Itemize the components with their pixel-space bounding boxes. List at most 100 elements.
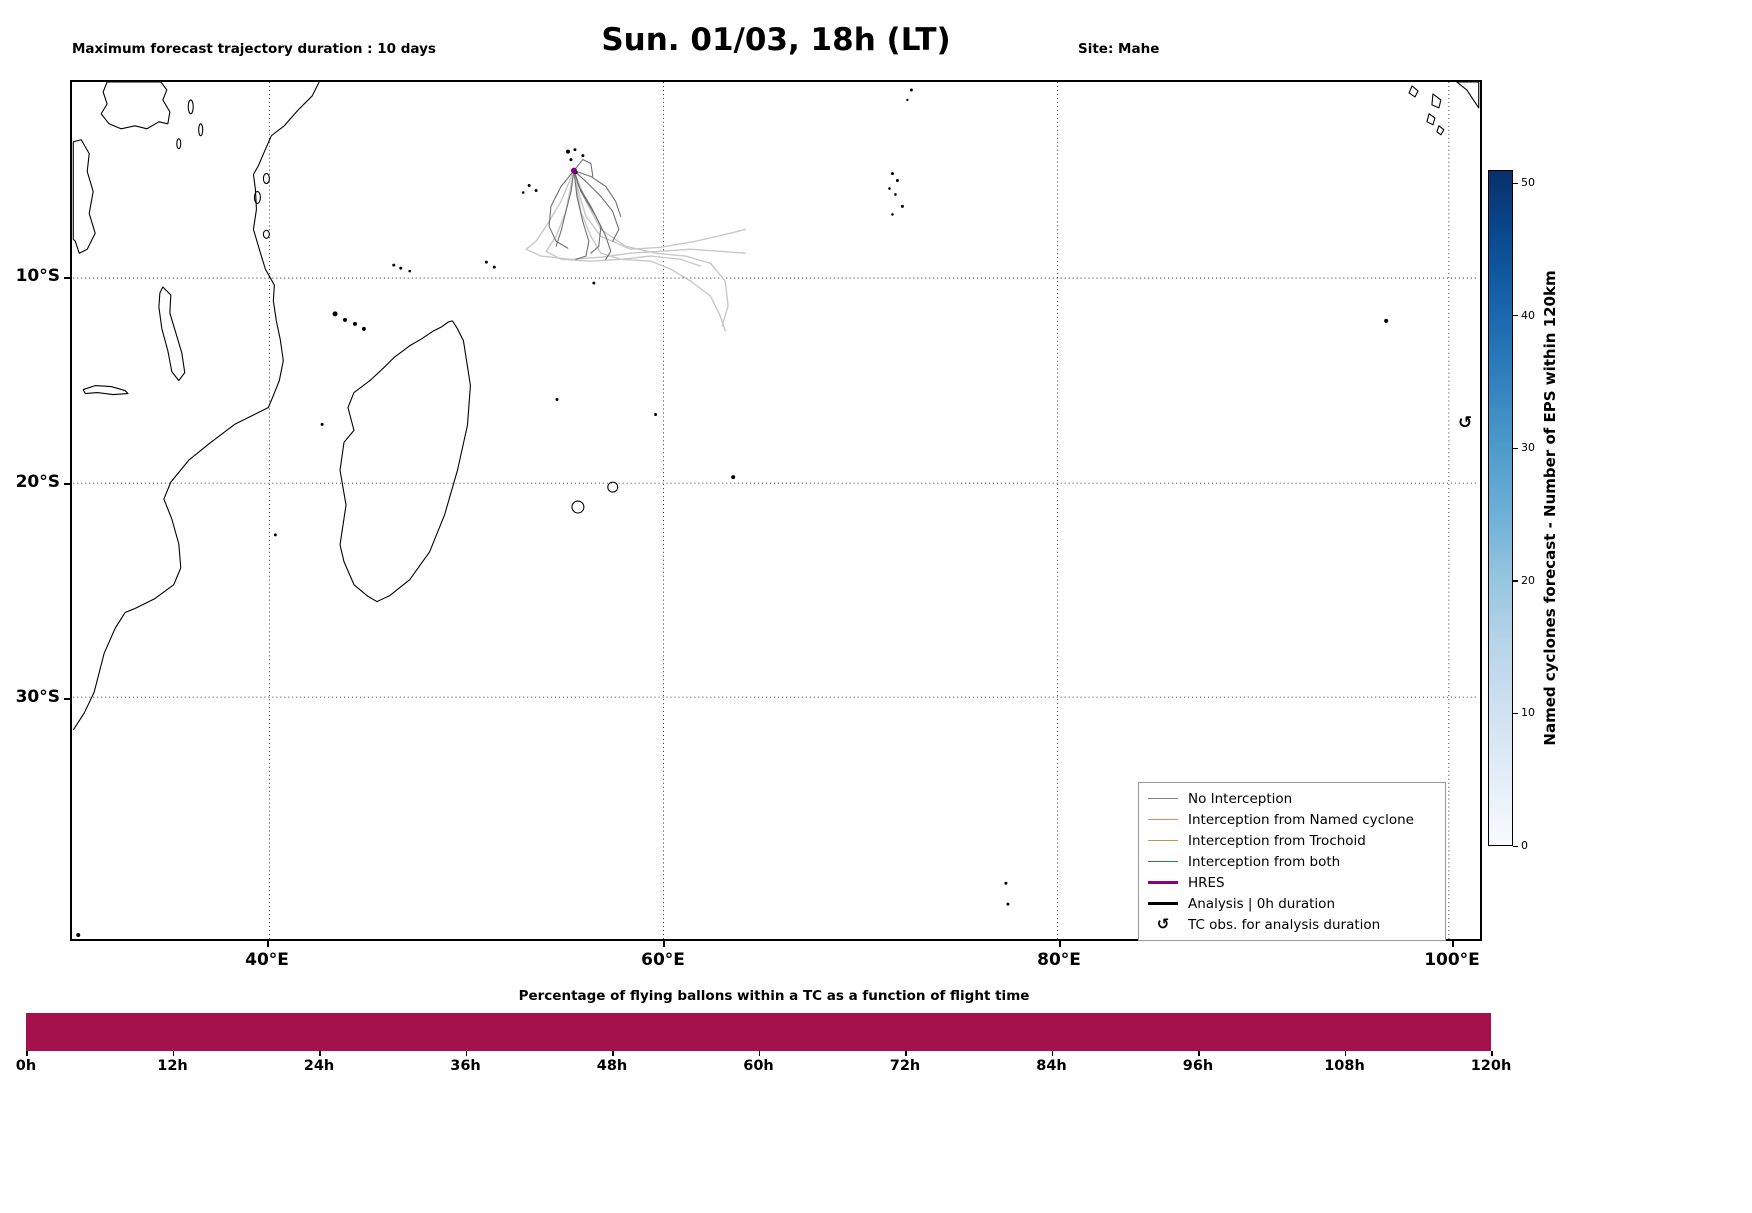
time-tick-mark	[905, 1051, 907, 1056]
island-mayotte	[361, 326, 366, 331]
trajectory-line	[573, 169, 746, 250]
time-tick-label: 24h	[303, 1058, 335, 1074]
trajectory-line	[573, 170, 622, 217]
island-st-brandon	[654, 412, 658, 416]
island-amsterdam	[1004, 881, 1008, 885]
trajectory-line	[555, 170, 575, 247]
legend-line-sample	[1148, 880, 1178, 885]
coastlines	[72, 82, 1480, 731]
legend-item: Interception from Named cyclone	[1145, 809, 1439, 830]
colorbar-tick-mark	[1513, 580, 1518, 582]
time-tick-mark	[1491, 1051, 1493, 1056]
meta-line-site: Site: Mahe	[1078, 41, 1160, 57]
tc-percentage-strip	[26, 1013, 1491, 1051]
lake-cahora-bassa	[82, 385, 129, 396]
legend-sample	[1145, 901, 1181, 906]
legend-item: Analysis | 0h duration	[1145, 893, 1439, 914]
legend-item: ↺ TC obs. for analysis duration	[1145, 914, 1439, 935]
legend-sample	[1145, 860, 1181, 863]
colorbar-tick-mark	[1513, 447, 1518, 450]
x-tick-mark	[1059, 941, 1061, 947]
y-tick-label: 20°S	[15, 472, 60, 492]
island-agalega	[592, 281, 596, 285]
time-tick-label: 12h	[157, 1058, 188, 1074]
island-chagos-5	[900, 204, 904, 208]
island-juan-de-nova	[320, 422, 324, 426]
lake-small-2	[198, 123, 204, 137]
colorbar-tick-mark	[1513, 845, 1518, 847]
island-providence	[484, 260, 488, 264]
colorbar-tick-mark	[1513, 182, 1518, 184]
legend-items: No Interception Interception from Named c…	[1145, 788, 1439, 935]
x-tick-label: 80°E	[1037, 950, 1081, 970]
trajectory-lines	[525, 158, 746, 332]
island-grande-comore	[332, 311, 338, 317]
island-mahe	[569, 158, 573, 162]
map-plot: ↺ No Interception Interception from Named…	[70, 80, 1482, 941]
island-europa	[273, 533, 277, 537]
island-farquhar	[492, 265, 496, 269]
time-tick-mark	[1198, 1051, 1200, 1056]
map-canvas: ↺	[72, 82, 1480, 939]
x-tick-mark	[663, 941, 665, 947]
trajectory-line	[573, 170, 590, 260]
island-moheli	[343, 317, 348, 322]
island-amirantes-2	[534, 189, 538, 192]
island-dots	[76, 88, 1389, 938]
trajectory-line	[573, 170, 612, 260]
island-reunion	[571, 500, 585, 514]
island-chagos-3	[888, 187, 891, 190]
colorbar-tick-label: 30	[1521, 441, 1535, 455]
colorbar-tick-label: 50	[1521, 176, 1535, 190]
island-chagos-4	[894, 193, 897, 196]
colorbar: 0 10 20 30 40 50 Named cyclones forecast - Nu…	[1488, 170, 1608, 852]
legend-item: No Interception	[1145, 788, 1439, 809]
rotate-ccw-icon: ↺	[1156, 915, 1170, 933]
colorbar-tick-mark	[1513, 712, 1518, 715]
legend-item-label: Interception from Trochoid	[1188, 832, 1366, 849]
time-tick-label: 120h	[1470, 1058, 1512, 1074]
island-mafia	[262, 229, 270, 239]
coastline-madagascar	[339, 320, 471, 603]
island-mentawai	[1436, 125, 1445, 136]
meta-line-duration: Maximum forecast trajectory duration : 1…	[72, 41, 436, 57]
island-corner-dot	[76, 933, 81, 938]
time-tick-label: 0h	[15, 1058, 37, 1074]
trajectory-line	[548, 170, 575, 249]
x-tick-mark	[1452, 941, 1454, 947]
island-cocos-keeling	[1384, 318, 1389, 323]
island-siberut-2	[1426, 113, 1436, 126]
island-mauritius	[607, 481, 619, 493]
island-anjouan	[352, 321, 357, 326]
time-tick-mark	[319, 1051, 321, 1056]
legend-item-label: Interception from Named cyclone	[1188, 811, 1414, 828]
time-tick-label: 60h	[743, 1058, 774, 1074]
legend-item-label: HRES	[1188, 874, 1225, 891]
time-tick-label: 108h	[1324, 1058, 1365, 1074]
island-amirantes-3	[521, 191, 525, 194]
map-markers: ↺	[570, 167, 1472, 432]
coastline-sumatra-corner	[1456, 82, 1480, 109]
time-tick-label: 72h	[889, 1058, 921, 1074]
island-rodrigues	[731, 475, 736, 480]
lake-small-1	[187, 99, 194, 115]
time-tick-mark	[465, 1051, 467, 1056]
legend-item: HRES	[1145, 872, 1439, 893]
colorbar-tick-label: 10	[1521, 706, 1535, 720]
time-tick-label: 48h	[596, 1058, 628, 1074]
island-st-paul	[1006, 902, 1010, 906]
time-tick-mark	[612, 1051, 614, 1056]
legend-line-sample	[1148, 839, 1178, 842]
island-maldives-south-2	[906, 98, 909, 102]
time-tick-mark	[172, 1051, 174, 1056]
island-chagos-1	[890, 172, 894, 176]
trajectory-line	[573, 158, 594, 178]
island-siberut-1	[1431, 93, 1442, 109]
legend-item-label: Interception from both	[1188, 853, 1341, 870]
island-pemba	[262, 173, 270, 185]
legend-item-label: Analysis | 0h duration	[1188, 895, 1335, 912]
time-tick-mark	[1344, 1051, 1346, 1056]
figure-title: Sun. 01/03, 18h (LT)	[601, 22, 951, 58]
island-zanzibar	[253, 190, 261, 204]
hres-start-marker	[570, 167, 577, 174]
